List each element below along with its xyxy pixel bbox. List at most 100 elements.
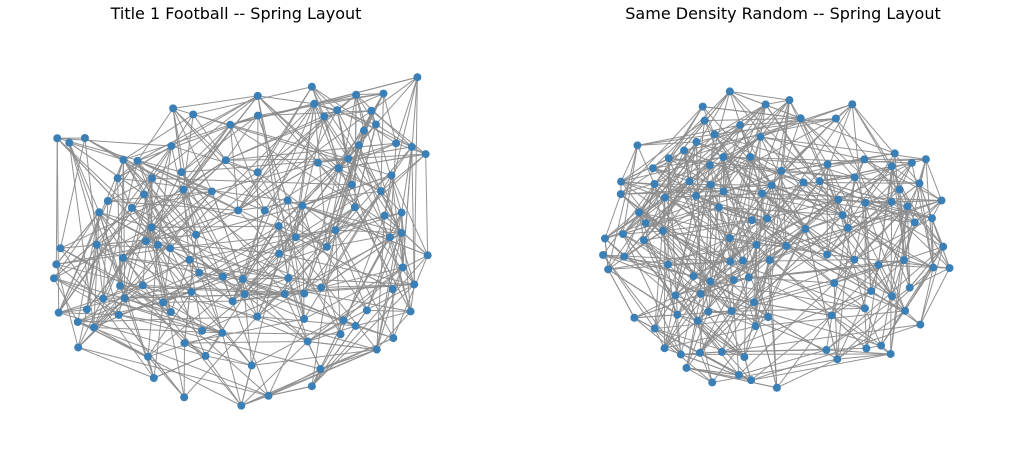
graph-edge [653, 183, 694, 277]
graph-edge [847, 227, 893, 297]
graph-edge [184, 342, 206, 357]
graph-edge [107, 190, 212, 202]
graph-edge [700, 245, 787, 295]
graph-node [763, 214, 772, 223]
graph-edge [384, 215, 429, 256]
graph-node [387, 171, 396, 180]
graph-edge [760, 136, 865, 160]
graph-node [339, 316, 348, 325]
graph-edge [384, 77, 418, 216]
graph-edge [336, 110, 353, 185]
graph-edge [643, 239, 732, 312]
graph-edge [622, 230, 663, 235]
graph-edge [675, 294, 756, 327]
graph-edge [232, 109, 338, 302]
graph-edge [171, 145, 258, 173]
graph-edge [696, 141, 804, 183]
graph-node [927, 214, 936, 223]
graph-node [747, 376, 756, 385]
graph-edge [334, 229, 394, 339]
graph-edge [120, 285, 285, 295]
graph-edge [225, 142, 397, 161]
graph-edge [880, 206, 909, 346]
graph-edge [699, 228, 806, 354]
graph-node [676, 350, 685, 359]
graph-edge [225, 159, 328, 248]
graph-edge [53, 277, 119, 316]
graph-edge [826, 153, 896, 255]
graph-node [945, 264, 954, 273]
graph-node [729, 276, 738, 285]
graph-edge [58, 200, 109, 313]
graph-edge [765, 104, 849, 229]
graph-node [138, 281, 147, 290]
graph-node [148, 174, 157, 183]
graph-node [696, 348, 705, 357]
graph-node [274, 222, 283, 231]
graph-edge [173, 95, 258, 109]
graph-node [700, 116, 709, 125]
graph-edge [143, 194, 192, 293]
graph-edge [242, 278, 258, 317]
graph-node [850, 173, 859, 182]
graph-node [264, 391, 273, 400]
graph-edge [620, 181, 731, 262]
graph-edge [800, 118, 849, 229]
graph-edge [287, 277, 309, 342]
graph-node [639, 236, 648, 245]
graph-node [658, 226, 667, 235]
graph-node [226, 120, 235, 129]
graph-node [333, 106, 342, 115]
graph-edge [877, 221, 916, 266]
graph-edge [58, 312, 206, 357]
graph-node [749, 298, 758, 307]
graph-edge [607, 145, 638, 270]
graph-edge [620, 156, 724, 183]
graph-node [604, 265, 613, 274]
graph-node [650, 324, 659, 333]
graph-edge [710, 281, 838, 360]
graph-edge [78, 347, 155, 379]
graph-node [850, 255, 859, 264]
graph-node [166, 307, 175, 316]
football-network-graph [49, 73, 432, 410]
graph-edge [118, 314, 321, 370]
graph-edge [102, 200, 109, 299]
graph-edge [237, 210, 344, 321]
graph-node [901, 306, 910, 315]
graph-node [719, 187, 728, 196]
graph-node [630, 313, 639, 322]
graph-edge [287, 277, 305, 320]
graph-edge [704, 117, 801, 122]
graph-node [899, 256, 908, 265]
graph-edge [760, 99, 790, 138]
graph-node [234, 206, 243, 215]
graph-edge [714, 118, 836, 135]
graph-node [777, 166, 786, 175]
graph-edge [191, 291, 308, 342]
graph-edge [654, 328, 745, 358]
graph-edge [903, 222, 916, 261]
graph-edge [623, 183, 655, 257]
graph-edge [142, 284, 305, 295]
graph-edge [723, 156, 804, 183]
graph-edge [401, 232, 404, 268]
graph-node [159, 298, 168, 307]
football-edges [53, 76, 429, 407]
graph-edge [142, 285, 242, 406]
graph-edge [201, 206, 356, 332]
graph-node [692, 191, 701, 200]
graph-edge [307, 319, 344, 342]
graph-node [696, 289, 705, 298]
graph-edge [376, 311, 411, 350]
graph-edge [760, 136, 926, 160]
graph-node [717, 347, 726, 356]
graph-edge [620, 181, 694, 277]
graph-edge [225, 115, 259, 161]
graph-edge [785, 176, 856, 247]
graph-node [316, 365, 325, 374]
graph-node [772, 383, 781, 392]
graph-edge [338, 167, 382, 192]
graph-node [600, 234, 609, 243]
graph-node [650, 180, 659, 189]
